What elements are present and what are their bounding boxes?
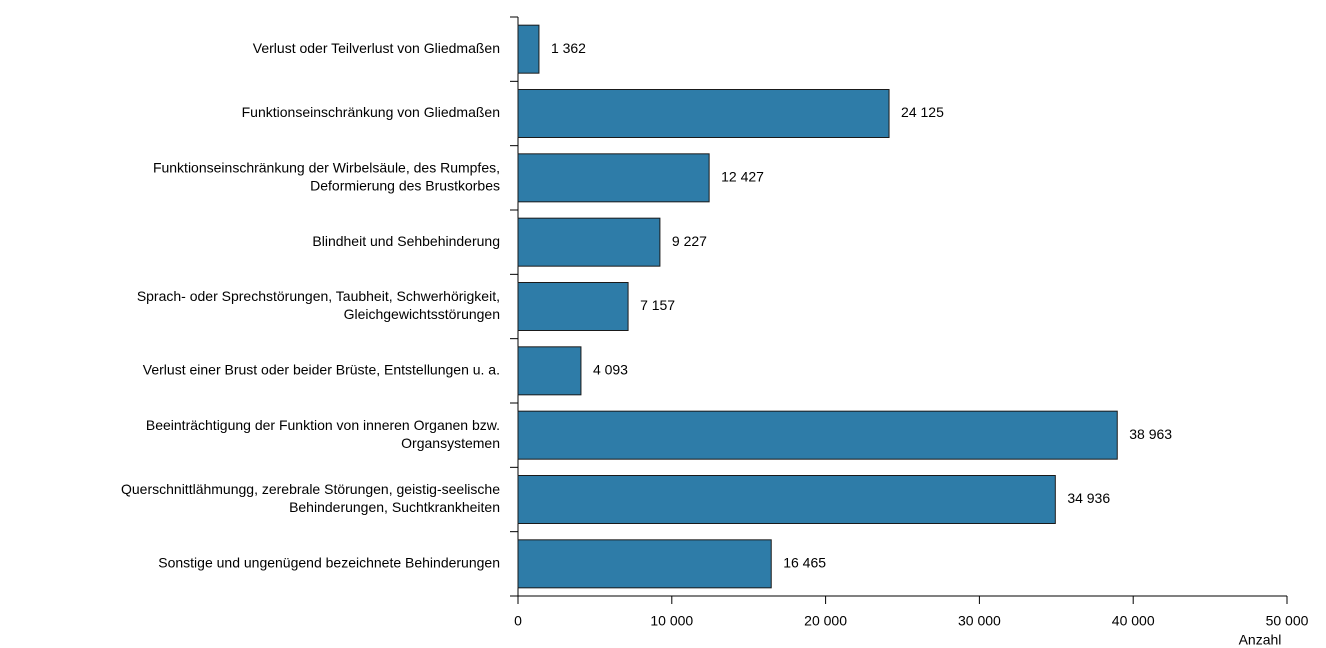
bar bbox=[517, 346, 582, 396]
value-label: 24 125 bbox=[901, 104, 944, 120]
value-label: 16 465 bbox=[783, 555, 826, 571]
value-label: 34 936 bbox=[1067, 490, 1110, 506]
x-axis-label: Anzahl bbox=[1239, 632, 1282, 648]
value-label: 4 093 bbox=[593, 362, 628, 378]
bar bbox=[517, 89, 890, 138]
bar bbox=[517, 24, 540, 74]
x-tick-label: 20 000 bbox=[804, 613, 847, 629]
value-label: 7 157 bbox=[640, 297, 675, 313]
y-tick-label: Beeinträchtigung der Funktion von innere… bbox=[146, 417, 500, 433]
y-tick-label: Organsystemen bbox=[401, 435, 500, 451]
y-tick-label: Querschnittlähmungg, zerebrale Störungen… bbox=[121, 481, 500, 497]
y-tick-label: Gleichgewichtsstörungen bbox=[344, 306, 500, 322]
x-tick-label: 40 000 bbox=[1112, 613, 1155, 629]
value-label: 12 427 bbox=[721, 169, 764, 185]
x-tick-label: 10 000 bbox=[650, 613, 693, 629]
y-tick-label: Verlust einer Brust oder beider Brüste, … bbox=[143, 362, 500, 378]
bar bbox=[517, 217, 661, 267]
value-label: 1 362 bbox=[551, 40, 586, 56]
y-tick-label: Behinderungen, Suchtkrankheiten bbox=[289, 499, 500, 515]
bar bbox=[517, 282, 629, 331]
x-tick-label: 30 000 bbox=[958, 613, 1001, 629]
bar bbox=[517, 475, 1056, 524]
y-tick-label: Sprach- oder Sprechstörungen, Taubheit, … bbox=[137, 288, 500, 304]
y-tick-label: Blindheit und Sehbehinderung bbox=[312, 233, 500, 249]
y-tick-label: Funktionseinschränkung von Gliedmaßen bbox=[242, 104, 500, 120]
y-tick-label: Verlust oder Teilverlust von Gliedmaßen bbox=[253, 40, 500, 56]
value-label: 38 963 bbox=[1129, 426, 1172, 442]
bar bbox=[517, 539, 772, 589]
bar bbox=[517, 410, 1118, 460]
value-label: 9 227 bbox=[672, 233, 707, 249]
y-tick-label: Sonstige und ungenügend bezeichnete Behi… bbox=[158, 555, 500, 571]
bar bbox=[517, 153, 710, 203]
x-tick-label: 0 bbox=[514, 613, 522, 629]
x-tick-label: 50 000 bbox=[1266, 613, 1309, 629]
y-tick-label: Deformierung des Brustkorbes bbox=[310, 178, 500, 194]
y-tick-label: Funktionseinschränkung der Wirbelsäule, … bbox=[153, 160, 500, 176]
